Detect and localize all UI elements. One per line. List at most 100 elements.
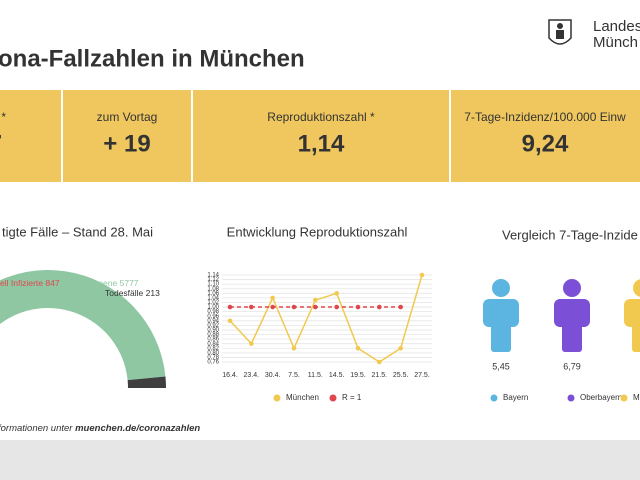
kpi-label: Reproduktionszahl * [267,110,375,124]
x-tick-label: 14.5. [329,372,345,379]
gauge-label-name: Todesfälle [105,288,144,298]
chart-title: tigte Fälle – Stand 28. Mai [2,224,153,239]
data-point [398,345,403,351]
value-label: 5,45 [492,361,510,371]
kpi-value: 7 [0,130,2,157]
data-point [291,304,297,310]
gauge-label-name: ell Infizierte [0,278,43,288]
x-tick-label: 23.4. [244,372,260,379]
y-tick-label: 1,08 [207,286,219,292]
series-line [229,274,423,363]
legend-swatch [329,394,337,402]
y-tick-label: 1,10 [207,282,219,288]
data-point [377,304,382,310]
y-tick-label: 0,80 [207,350,219,356]
y-tick-label: 0,88 [207,332,219,338]
person-head [563,279,581,297]
y-tick-label: 1,06 [207,291,219,297]
kpi-band [0,90,640,182]
legend-swatch [567,394,575,402]
data-point [270,304,275,310]
gauge-label-value: 213 [146,288,160,298]
y-tick-label: 0,84 [207,341,219,347]
gauge-label-value: 5777 [120,278,139,288]
data-point [313,304,318,310]
y-tick-label: 0,76 [207,360,219,366]
footer-link: muenchen.de/coronazahlen [75,423,200,434]
legend-swatch [490,394,498,402]
y-tick-label: 0,96 [207,314,219,320]
y-tick-label: 0,90 [207,328,219,334]
footer-note: formationen unter muenchen.de/coronazahl… [0,423,200,434]
legend-label: R = 1 [342,393,362,402]
kpi-dividers [61,90,451,182]
data-point [249,341,254,346]
y-tick-label: 0,82 [207,346,219,352]
y-tick-label: 0,98 [207,309,219,315]
person-icon [554,279,590,352]
gauge-label: Genesene 5777 [78,278,139,288]
data-point [377,359,382,365]
footer-band [0,440,640,480]
kpi-value: 1,14 [298,130,345,157]
x-tick-label: 7.5. [288,372,300,379]
y-tick-label: 1,02 [207,300,219,306]
chart-title: Vergleich 7-Tage-Inzide [502,227,638,242]
kpi-label: gesamt * [0,110,6,124]
person-body [483,299,519,327]
footer-prefix: formationen unter [0,423,75,434]
y-tick-label: 1,12 [207,277,219,283]
person-icon [624,279,640,352]
person-icon [483,279,519,352]
kpi-value: 9,24 [522,130,569,157]
kpi-label: zum Vortag [97,110,158,124]
legend-label: Bayern [503,393,528,402]
gauge-segment [0,270,166,381]
logo-text: Landes [593,18,640,35]
data-point [249,304,254,310]
person-body [624,299,640,327]
y-tick-label: 0,94 [207,318,219,324]
gauge-label-value: 847 [45,278,59,288]
gauge-segment [127,376,166,388]
y-tick-label: 0,92 [207,323,219,329]
x-tick-label: 25.5. [393,372,409,379]
x-tick-label: 27.5. [414,372,430,379]
data-point [334,304,339,310]
person-legs [562,320,582,352]
x-tick-label: 30.4. [265,372,281,379]
data-point [398,304,403,310]
person-head [492,279,510,297]
y-tick-label: 1,14 [207,273,219,279]
page-title: ona-Fallzahlen in München [0,45,305,72]
logo-text: Münch [593,34,638,51]
person-head [633,279,640,297]
y-tick-label: 0,78 [207,355,219,361]
logo [548,19,572,45]
gauge-label: ell Infizierte 847 [0,278,60,288]
legend-label: Oberbayern [580,393,622,402]
data-point [355,345,361,351]
data-point [270,295,275,301]
data-point [227,318,233,324]
person-legs [491,320,511,352]
data-point [355,304,361,310]
chart-title: Entwicklung Reproduktionszahl [227,224,408,239]
data-point [313,297,318,303]
x-tick-label: 11.5. [308,372,323,379]
y-tick-label: 1,00 [207,305,219,311]
legend-label: Mün [633,393,640,402]
x-tick-label: 21.5. [372,372,388,379]
kpi-value: + 19 [103,130,150,157]
data-point [419,272,425,278]
data-point [334,291,339,296]
value-label: 6,79 [563,361,581,371]
x-tick-label: 19.5. [350,372,366,379]
y-tick-label: 1,04 [207,295,219,301]
data-point [291,345,297,351]
person-body [554,299,590,327]
x-tick-label: 16.4. [222,372,238,379]
kpi-label: 7-Tage-Inzidenz/100.000 Einw [464,110,626,124]
